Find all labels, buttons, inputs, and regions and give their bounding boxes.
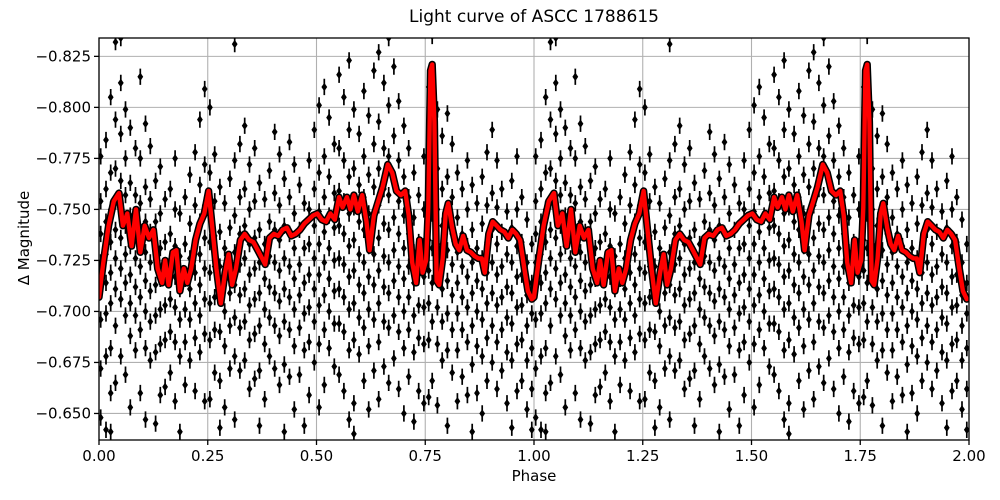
tick-labels: 0.00 0.25 0.50 0.75 1.00 1.25 1.50 1.75 2.00 −0.8… xyxy=(35,47,985,465)
x-tick-label: 2.00 xyxy=(952,447,985,465)
x-tick-label: 0.50 xyxy=(300,447,333,465)
y-tick-label: −0.700 xyxy=(35,302,91,320)
x-tick-label: 1.25 xyxy=(626,447,659,465)
y-tick-label: −0.675 xyxy=(35,353,91,371)
y-tick-label: −0.825 xyxy=(35,47,91,65)
grid-lines xyxy=(98,38,970,440)
x-tick-label: 1.00 xyxy=(517,447,550,465)
x-tick-label: 1.50 xyxy=(735,447,768,465)
y-tick-label: −0.775 xyxy=(35,149,91,167)
y-tick-label: −0.725 xyxy=(35,251,91,269)
mean-curve-line xyxy=(99,62,969,306)
y-tick-label: −0.750 xyxy=(35,200,91,218)
plot-area xyxy=(99,38,969,440)
x-tick-label: 0.75 xyxy=(409,447,442,465)
y-axis-label: Δ Magnitude xyxy=(15,190,33,286)
chart-title: Light curve of ASCC 1788615 xyxy=(409,7,659,27)
x-tick-label: 1.75 xyxy=(844,447,877,465)
tick-marks xyxy=(94,55,970,445)
x-tick-label: 0.25 xyxy=(191,447,224,465)
y-tick-label: −0.650 xyxy=(35,404,91,422)
x-axis-label: Phase xyxy=(511,467,557,485)
y-tick-label: −0.800 xyxy=(35,98,91,116)
x-tick-label: 0.00 xyxy=(82,447,115,465)
